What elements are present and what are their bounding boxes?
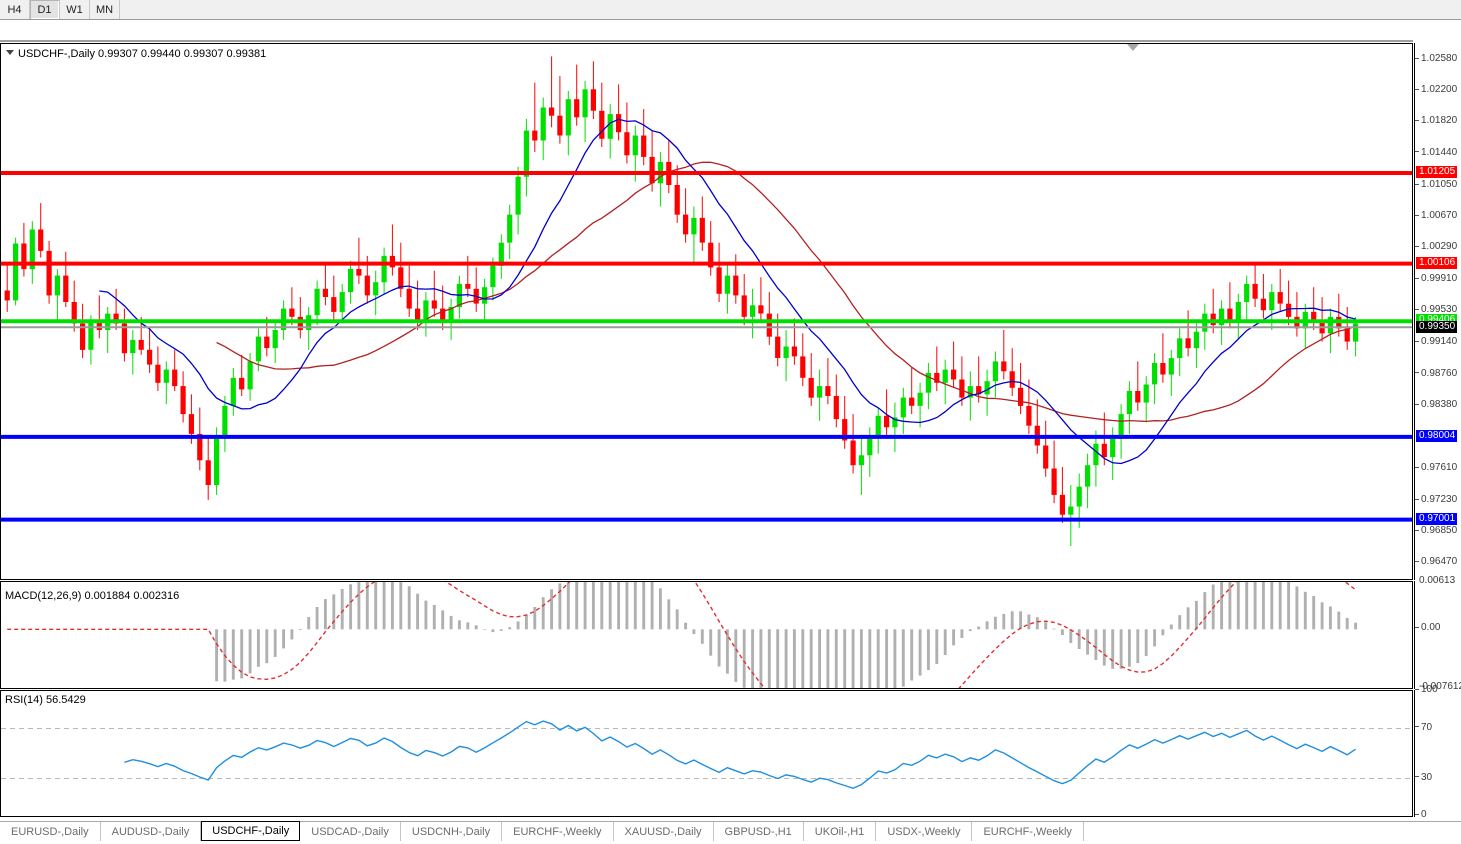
rsi-tick: 70 [1415, 722, 1432, 733]
price-tick: 1.01050 [1415, 179, 1457, 190]
chart-tab-eurusd--daily[interactable]: EURUSD-,Daily [0, 822, 101, 841]
macd-scale[interactable]: 0.00613 0.00 -0.007612 [1414, 575, 1461, 692]
rsi-tick: 0 [1415, 809, 1427, 820]
triangle-down-icon[interactable] [6, 50, 14, 55]
rsi-chart-svg [1, 720, 1412, 790]
price-tick: 0.99910 [1415, 273, 1457, 284]
toolbar-empty-area [120, 0, 1461, 19]
rsi-panel[interactable] [0, 690, 1413, 817]
rsi-tick: 30 [1415, 772, 1432, 783]
chart-header: USDCHF-,Daily 0.99307 0.99440 0.99307 0.… [6, 48, 266, 60]
chart-tab-usdcnh--daily[interactable]: USDCNH-,Daily [401, 822, 503, 841]
price-chart-svg [1, 56, 1412, 546]
price-tick: 0.96850 [1415, 525, 1457, 536]
macd-chart-svg [7, 582, 1358, 688]
timeframe-button-w1[interactable]: W1 [60, 0, 90, 19]
chart-tab-eurchf--weekly[interactable]: EURCHF-,Weekly [972, 822, 1084, 841]
current-price-tag: 0.99350 [1416, 321, 1458, 334]
chart-tab-bar[interactable]: EURUSD-,Daily AUDUSD-,Daily USDCHF-,Daily U… [0, 821, 1461, 844]
macd-tick: 0.00 [1415, 622, 1440, 633]
price-tick: 1.01820 [1415, 115, 1457, 126]
macd-tick: -0.007612 [1419, 681, 1461, 692]
chart-tab-usdchf--daily[interactable]: USDCHF-,Daily [201, 821, 301, 841]
macd-tick: 0.00613 [1419, 575, 1456, 586]
chart-tab-ukoil--h1[interactable]: UKOil-,H1 [804, 822, 877, 841]
price-tick: 0.99530 [1415, 304, 1457, 315]
chart-tab-gbpusd--h1[interactable]: GBPUSD-,H1 [714, 822, 804, 841]
price-level-tag: 0.98004 [1416, 429, 1458, 442]
price-tick: 1.02580 [1415, 53, 1457, 64]
price-panel[interactable] [0, 43, 1413, 580]
price-level-tag: 0.97001 [1416, 512, 1458, 525]
timeframe-button-mn[interactable]: MN [90, 0, 120, 19]
chart-tab-usdx--weekly[interactable]: USDX-,Weekly [876, 822, 973, 841]
chart-tab-eurchf--weekly[interactable]: EURCHF-,Weekly [502, 822, 614, 841]
macd-label: MACD(12,26,9) 0.001884 0.002316 [4, 590, 181, 602]
timeframe-button-h4[interactable]: H4 [0, 0, 30, 19]
timeframe-toolbar: H4 D1 W1 MN [0, 0, 1461, 20]
price-tick: 0.97230 [1415, 494, 1457, 505]
price-tick: 0.97610 [1415, 462, 1457, 473]
price-tick: 0.99140 [1415, 336, 1457, 347]
price-level-tag: 1.01205 [1416, 166, 1458, 178]
price-scale[interactable]: 1.02580 1.02200 1.01820 1.01440 1.01050 1.006… [1414, 43, 1461, 580]
timeframe-button-d1[interactable]: D1 [30, 0, 60, 19]
chart-scrollbar[interactable] [0, 40, 1413, 43]
chart-scroll-marker-icon [1127, 44, 1139, 51]
price-tick: 1.02200 [1415, 84, 1457, 95]
price-level-tag: 1.00106 [1416, 256, 1458, 269]
chart-tab-audusd--daily[interactable]: AUDUSD-,Daily [101, 822, 202, 841]
macd-panel[interactable] [0, 581, 1413, 689]
chart-tab-usdcad--daily[interactable]: USDCAD-,Daily [300, 822, 401, 841]
price-tick: 0.98380 [1415, 399, 1457, 410]
price-tick: 1.00670 [1415, 210, 1457, 221]
price-tick: 1.01440 [1415, 147, 1457, 158]
chart-tab-xauusd--daily[interactable]: XAUUSD-,Daily [614, 822, 714, 841]
price-tick: 0.98760 [1415, 368, 1457, 379]
rsi-label: RSI(14) 56.5429 [4, 694, 87, 706]
chart-header-text: USDCHF-,Daily 0.99307 0.99440 0.99307 0.… [18, 48, 267, 60]
price-tick: 0.96470 [1415, 556, 1457, 567]
rsi-scale[interactable]: 100 70 30 0 [1414, 684, 1461, 820]
rsi-tick: 100 [1415, 684, 1438, 695]
price-tick: 1.00290 [1415, 241, 1457, 252]
chart-area[interactable]: USDCHF-,Daily 0.99307 0.99440 0.99307 0.… [0, 20, 1461, 833]
